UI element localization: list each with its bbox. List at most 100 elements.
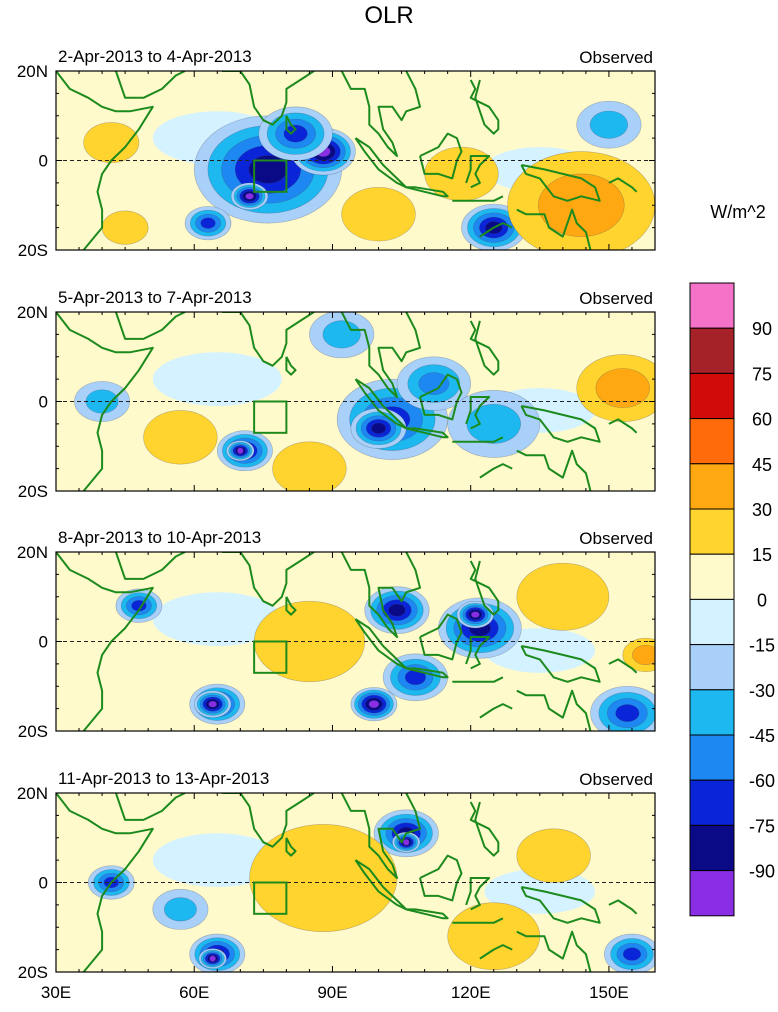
colorbar-swatch: [689, 734, 735, 781]
coastline: [221, 552, 315, 607]
olr-anomaly-cell: [615, 704, 640, 722]
colorbar-swatch: [689, 282, 735, 329]
colorbar-swatch: [689, 553, 735, 600]
coastline: [516, 449, 592, 491]
coastline: [479, 222, 513, 238]
y-tick-label: 20N: [17, 784, 48, 803]
olr-anomaly-cell: [595, 368, 650, 408]
colorbar-swatch: [689, 870, 735, 917]
map-panel-1: 20N 0 20S 2-Apr-2013 to 4-Apr-2013 Observed: [17, 47, 656, 260]
coastline: [405, 427, 449, 439]
olr-anomaly-cell: [152, 352, 282, 406]
coastline: [419, 132, 463, 180]
coastline: [56, 793, 154, 972]
coastline: [285, 356, 297, 376]
coastline: [340, 312, 421, 398]
coastline: [469, 801, 500, 857]
map-panel-2: 20N 0 20S 5-Apr-2013 to 7-Apr-2013 Observed: [17, 288, 656, 501]
olr-anomaly-cell: [537, 173, 625, 237]
olr-anomaly-cell: [516, 828, 591, 883]
olr-anomaly-cell: [516, 562, 610, 631]
coastline: [114, 793, 186, 821]
y-tick-label: 20S: [18, 722, 48, 741]
coastline: [285, 837, 297, 857]
colorbar-swatch: [689, 418, 735, 465]
colorbar-level-label: -45: [749, 726, 775, 746]
coastline: [405, 667, 449, 679]
olr-anomaly-cell: [388, 603, 406, 617]
map-panel-3: 20N 0 20S 8-Apr-2013 to 10-Apr-2013 Observed: [17, 528, 656, 741]
coastline: [608, 418, 638, 434]
x-tick-label: 30E: [41, 983, 71, 1002]
coastline: [516, 208, 592, 250]
study-region-box: [253, 159, 288, 193]
coastline: [469, 560, 500, 616]
olr-anomaly-cell: [208, 700, 217, 708]
y-tick-label: 20S: [18, 482, 48, 501]
panel-date-label: 11-Apr-2013 to 13-Apr-2013: [58, 769, 269, 788]
x-tick-label: 90E: [317, 983, 347, 1002]
colorbar-level-label: -90: [749, 862, 775, 882]
olr-anomaly-cell: [418, 372, 450, 395]
olr-anomaly-cell: [249, 824, 398, 933]
coastline: [452, 676, 504, 683]
coastline: [479, 703, 513, 719]
colorbar-units: W/m^2: [710, 202, 765, 222]
olr-anomaly-cell: [152, 833, 282, 887]
colorbar-swatch: [689, 508, 735, 555]
y-tick-label: 0: [39, 874, 48, 893]
y-tick-label: 0: [39, 633, 48, 652]
olr-anomaly-cell: [589, 110, 629, 139]
coastline: [520, 886, 601, 924]
olr-anomaly-cell: [283, 124, 308, 143]
coastline: [608, 899, 638, 915]
coastline: [469, 320, 500, 376]
coastline: [340, 793, 421, 879]
coastline: [114, 312, 186, 340]
y-tick-label: 20N: [17, 543, 48, 562]
olr-anomaly-cell: [341, 187, 416, 242]
study-region-box: [253, 640, 288, 674]
coastline: [221, 312, 315, 367]
colorbar-swatch: [689, 779, 735, 826]
y-tick-label: 20S: [18, 241, 48, 260]
olr-anomaly-cell: [622, 947, 642, 961]
colorbar-level-label: 0: [757, 590, 767, 610]
y-tick-label: 0: [39, 152, 48, 171]
coastline: [608, 177, 638, 193]
colorbar-level-label: 90: [752, 319, 772, 339]
olr-anomaly-cell: [466, 403, 521, 444]
coastline: [520, 164, 601, 202]
olr-anomaly-cell: [200, 217, 216, 229]
olr-anomaly-cell: [152, 592, 282, 646]
coastline: [56, 71, 154, 250]
x-tick-label: 150E: [589, 983, 629, 1002]
olr-field: [56, 793, 655, 972]
coastline: [56, 552, 154, 731]
olr-anomaly-cell: [632, 644, 655, 666]
colorbar-level-label: 30: [752, 500, 772, 520]
coastline: [469, 79, 500, 135]
colorbar-swatch: [689, 598, 735, 646]
coastline: [516, 930, 592, 972]
panel-date-label: 5-Apr-2013 to 7-Apr-2013: [58, 288, 252, 307]
colorbar-level-label: -30: [749, 681, 775, 701]
olr-anomaly-cell: [101, 210, 149, 245]
figure-title: OLR: [364, 2, 413, 29]
coastline: [520, 645, 601, 683]
y-tick-label: 20N: [17, 303, 48, 322]
olr-anomaly-cell: [143, 410, 218, 465]
colorbar-swatch: [689, 824, 735, 872]
coastline: [285, 596, 297, 616]
panel-source-tag: Observed: [579, 48, 653, 67]
coastline: [221, 71, 315, 126]
coastline: [340, 71, 421, 157]
coastline: [452, 436, 504, 443]
olr-anomaly-cell: [163, 897, 197, 922]
coastline: [419, 613, 463, 661]
olr-field: [56, 312, 655, 491]
colorbar-swatch: [689, 327, 735, 374]
x-tick-label: 60E: [179, 983, 209, 1002]
x-tick-label: 120E: [451, 983, 491, 1002]
